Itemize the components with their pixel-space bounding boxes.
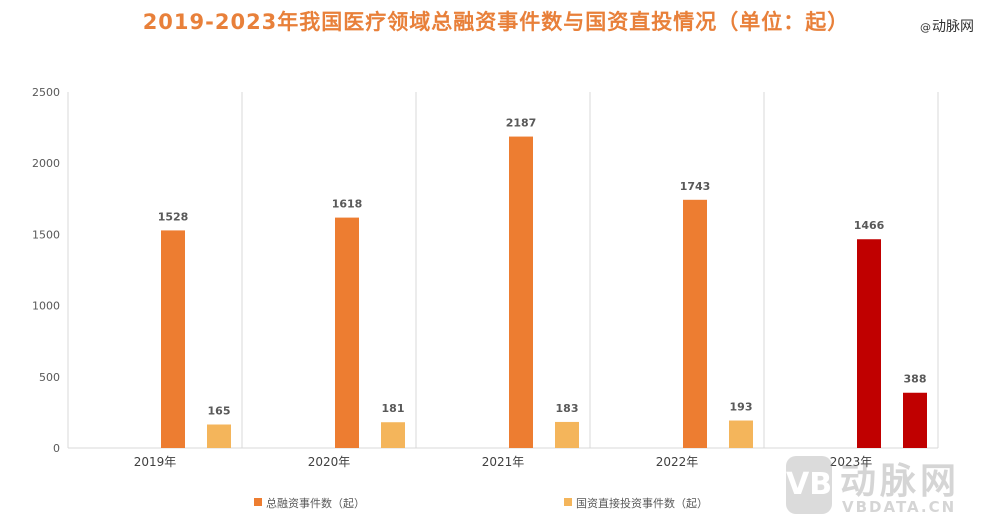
bar-total-0 xyxy=(161,230,185,448)
data-label-state-0: 165 xyxy=(208,405,231,418)
data-label-state-3: 193 xyxy=(730,401,753,414)
legend-label-0: 总融资事件数（起） xyxy=(266,496,365,510)
data-label-total-2: 2187 xyxy=(506,117,537,130)
brand-label: @动脉网 xyxy=(920,16,974,36)
data-label-total-4: 1466 xyxy=(854,219,885,232)
data-label-state-2: 183 xyxy=(556,402,579,415)
y-tick-label-4: 2000 xyxy=(32,157,60,170)
bar-layer xyxy=(161,136,927,448)
vbdata-watermark: VB 动脉网 VBDATA.CN xyxy=(786,452,982,522)
bar-state-3 xyxy=(729,420,753,448)
y-tick-label-1: 500 xyxy=(39,371,60,384)
bar-total-1 xyxy=(335,217,359,448)
legend-layer: 总融资事件数（起） 国资直接投资事件数（起） xyxy=(254,496,708,510)
x-tick-label-3: 2022年 xyxy=(656,455,699,469)
x-tick-label-4: 2023年 xyxy=(830,455,873,469)
bar-total-2 xyxy=(509,136,533,448)
chart-title: 2019-2023年我国医疗领域总融资事件数与国资直投情况（单位：起） xyxy=(142,10,850,34)
x-tick-label-1: 2020年 xyxy=(308,455,351,469)
legend-swatch-0 xyxy=(254,498,262,506)
legend-swatch-1 xyxy=(564,498,572,506)
watermark-name-cn: 动脉网 xyxy=(840,461,961,502)
watermark-name-en: VBDATA.CN xyxy=(842,498,957,516)
legend-label-1: 国资直接投资事件数（起） xyxy=(576,496,708,510)
y-tick-label-5: 2500 xyxy=(32,86,60,99)
data-label-state-1: 181 xyxy=(382,402,405,415)
y-tick-label-0: 0 xyxy=(53,442,60,455)
data-label-state-4: 388 xyxy=(904,373,927,386)
y-tick-label-2: 1000 xyxy=(32,300,60,313)
bar-state-2 xyxy=(555,421,579,448)
bar-state-1 xyxy=(381,422,405,448)
data-label-total-0: 1528 xyxy=(158,210,189,223)
at-sign: @ xyxy=(920,21,931,34)
data-label-total-3: 1743 xyxy=(680,180,711,193)
x-tick-label-0: 2019年 xyxy=(134,455,177,469)
x-tick-label-2: 2021年 xyxy=(482,455,525,469)
label-layer: 1528 165 2019年 1618 181 2020年 2187 183 2021年 1743… xyxy=(134,117,927,469)
bar-total-4 xyxy=(857,239,881,448)
bar-state-0 xyxy=(207,424,231,448)
bar-state-4 xyxy=(903,392,927,448)
vb-logo-icon: VB xyxy=(786,456,832,514)
data-label-total-1: 1618 xyxy=(332,198,363,211)
brand-name: 动脉网 xyxy=(932,19,974,35)
bar-total-3 xyxy=(683,199,707,448)
y-tick-label-3: 1500 xyxy=(32,228,60,241)
